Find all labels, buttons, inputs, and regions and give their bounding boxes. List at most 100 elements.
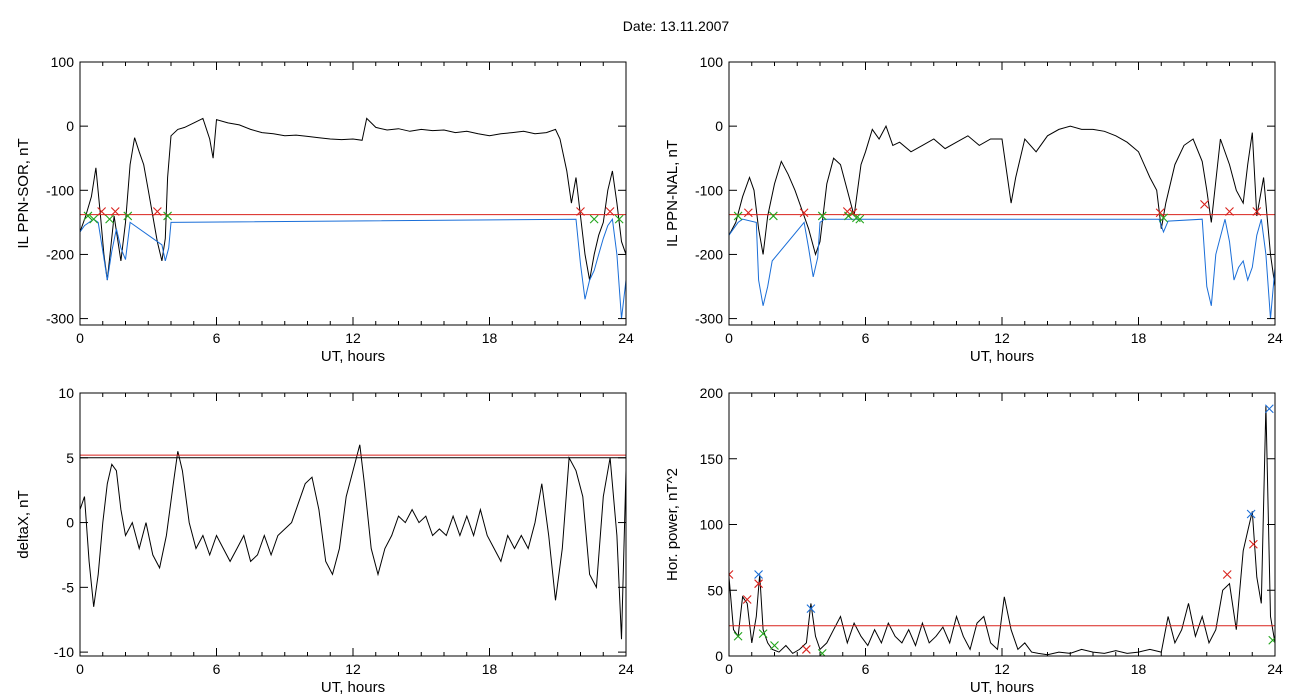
y-axis-label: Hor. power, nT^2 [664,468,681,581]
x-tick-label: 0 [725,330,733,346]
data-point-marker [733,211,743,221]
y-tick-label: -10 [54,644,74,660]
figure-title: Date: 13.11.2007 [622,18,730,34]
data-point-marker [1252,207,1262,216]
y-tick-label: 10 [58,385,74,401]
series-line-1 [729,124,1275,287]
series-line-2 [80,217,626,319]
x-tick-label: 18 [1131,330,1147,346]
y-tick-label: 0 [715,648,723,664]
plot-area [729,404,1275,656]
y-tick-label: -200 [695,246,723,262]
data-point-marker [1264,404,1274,414]
x-tick-label: 18 [482,330,498,346]
y-tick-label: 50 [707,582,723,598]
data-point-marker [743,208,753,218]
x-tick-label: 24 [1267,330,1283,346]
series-line-1 [80,444,626,640]
y-tick-label: 200 [700,385,724,401]
data-point-marker [733,631,743,641]
data-point-marker [754,579,763,589]
data-point-marker [855,214,865,224]
data-point-marker [729,570,734,579]
data-point-marker [89,214,99,224]
data-point-marker [817,211,827,221]
data-point-marker [123,211,133,221]
data-point-marker [1159,213,1168,223]
x-tick-label: 24 [1267,661,1283,677]
x-axis-label: UT, hours [321,348,385,365]
data-point-marker [1249,539,1258,549]
data-point-marker [799,208,809,218]
y-tick-label: -100 [695,182,723,198]
x-tick-label: 24 [618,661,634,677]
data-point-marker [742,595,752,604]
y-tick-label: 150 [700,451,724,467]
y-tick-label: 100 [700,54,724,70]
plot-area [80,117,626,319]
x-tick-label: 0 [725,661,733,677]
series-line-1 [80,117,626,281]
series-line-2 [729,218,1275,319]
chart-panel-4: 0 6 12 18 24 200 150 100 50 0 UT, hours Hor. power,… [664,385,1283,696]
x-tick-label: 0 [76,661,84,677]
data-point-marker [758,629,768,639]
chart-panel-1: 0 6 12 18 24 100 0 -100 -200 -300 UT, hours IL PPN-… [15,54,634,365]
x-axis-label: UT, hours [970,679,1034,696]
plot-area [80,444,626,640]
y-tick-label: 100 [700,517,724,533]
data-point-marker [576,207,585,216]
plot-frame [728,61,1276,326]
data-point-marker [1268,635,1275,645]
y-tick-label: -200 [46,246,74,262]
data-point-marker [605,207,615,216]
data-point-marker [97,207,107,216]
x-tick-label: 12 [994,661,1010,677]
y-tick-label: 0 [715,118,723,134]
x-tick-label: 18 [482,661,498,677]
data-point-marker [801,645,811,654]
y-tick-label: -100 [46,182,74,198]
y-tick-label: 100 [51,54,75,70]
y-tick-label: 0 [66,118,74,134]
data-point-marker [163,211,172,221]
y-axis-label: IL PPN-NAL, nT [664,140,681,247]
data-point-marker [110,207,120,216]
chart-panel-3: 0 6 12 18 24 10 5 0 -5 -10 UT, hours deltaX, nT [15,385,634,696]
y-tick-label: 0 [66,515,74,531]
data-point-marker [817,648,827,656]
x-axis-label: UT, hours [970,348,1034,365]
data-point-marker [1200,200,1209,209]
x-tick-label: 24 [618,330,634,346]
y-tick-label: -5 [62,579,75,595]
x-tick-label: 6 [213,330,221,346]
y-axis-label: IL PPN-SOR, nT [15,138,32,248]
data-point-marker [1222,570,1232,579]
x-tick-label: 6 [213,661,221,677]
data-point-marker [754,570,763,579]
data-point-marker [770,641,779,650]
x-tick-label: 12 [345,661,361,677]
data-point-marker [1225,207,1234,216]
y-axis-label: deltaX, nT [15,490,32,558]
x-tick-label: 0 [76,330,84,346]
data-point-marker [614,214,624,224]
data-point-marker [152,207,162,216]
x-tick-label: 12 [994,330,1010,346]
series-line-1 [729,406,1275,656]
y-tick-label: -300 [46,311,74,327]
plot-frame [79,61,627,326]
data-point-marker [1246,509,1256,519]
data-point-marker [1155,208,1165,218]
x-tick-label: 6 [862,330,870,346]
data-point-marker [105,214,114,224]
data-point-marker [589,214,599,224]
x-axis-label: UT, hours [321,679,385,696]
x-tick-label: 6 [862,661,870,677]
data-point-marker [806,604,816,614]
x-tick-label: 18 [1131,661,1147,677]
x-tick-label: 12 [345,330,361,346]
data-point-marker [844,211,853,221]
data-point-marker [83,211,93,221]
